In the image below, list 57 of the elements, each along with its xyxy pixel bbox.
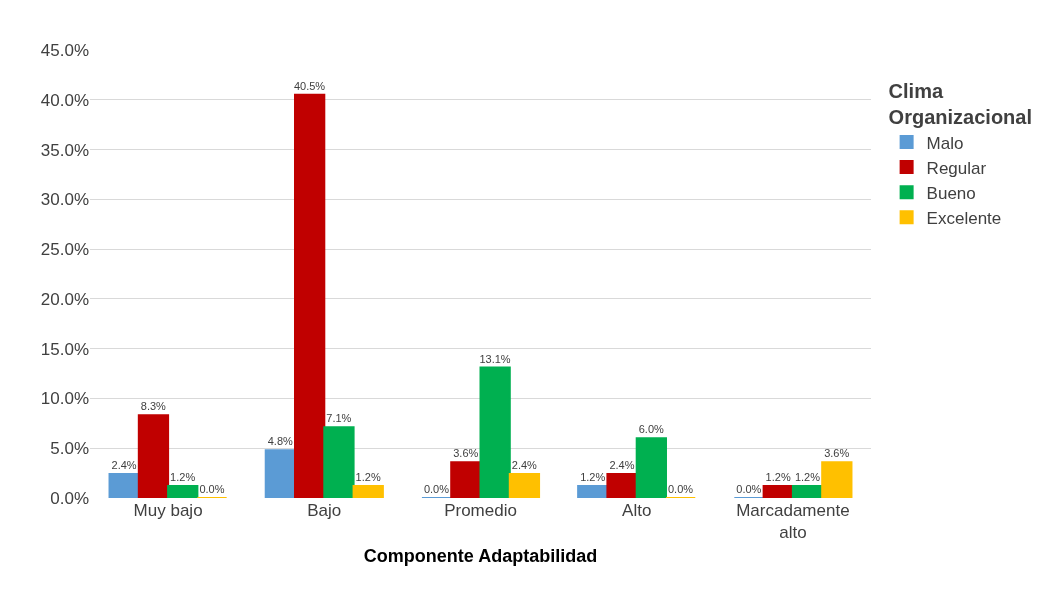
y-tick-label: 30.0% bbox=[40, 190, 89, 210]
x-tick-label: Bajo bbox=[307, 501, 342, 520]
data-label: 1.2% bbox=[765, 471, 791, 484]
data-label: 2.4% bbox=[111, 459, 137, 472]
bar bbox=[791, 485, 824, 498]
bar bbox=[508, 473, 541, 498]
x-tick-label: Alto bbox=[622, 501, 652, 520]
data-label: 2.4% bbox=[511, 459, 538, 472]
data-label: 1.2% bbox=[794, 471, 821, 484]
y-tick-label: 35.0% bbox=[40, 140, 89, 160]
bar bbox=[108, 473, 140, 498]
data-label: 13.1% bbox=[479, 352, 511, 365]
legend-title: Clima Organizacional bbox=[888, 80, 1032, 129]
data-label: 40.5% bbox=[293, 79, 326, 92]
data-label: 3.6% bbox=[453, 447, 479, 460]
x-tick-label: Promedio bbox=[444, 501, 517, 520]
x-axis-title: Componente Adaptabilidad bbox=[363, 546, 598, 566]
bar bbox=[577, 485, 609, 498]
data-label: 7.1% bbox=[326, 412, 352, 425]
data-label: 0.0% bbox=[199, 483, 225, 495]
y-tick-label: 40.0% bbox=[40, 90, 89, 110]
data-label: 0.0% bbox=[423, 483, 450, 495]
data-label: 2.4% bbox=[609, 459, 635, 472]
bar bbox=[635, 437, 667, 498]
data-label: 0.0% bbox=[736, 483, 762, 495]
data-label: 3.6% bbox=[824, 447, 850, 460]
legend-label: Regular bbox=[926, 158, 987, 178]
data-label: 0.0% bbox=[667, 483, 694, 495]
legend-label: Excelente bbox=[926, 208, 1002, 228]
x-tick-label: Muy bajo bbox=[133, 501, 203, 520]
bar bbox=[137, 414, 170, 498]
data-label: 1.2% bbox=[355, 471, 381, 484]
bar bbox=[450, 461, 482, 498]
y-tick-label: 45.0% bbox=[40, 40, 89, 60]
bar bbox=[294, 93, 326, 498]
y-tick-label: 20.0% bbox=[40, 289, 89, 309]
y-tick-label: 15.0% bbox=[40, 339, 89, 359]
data-label: 1.2% bbox=[170, 471, 196, 484]
legend-label: Bueno bbox=[926, 183, 976, 203]
data-label: 6.0% bbox=[638, 423, 664, 436]
data-label: 8.3% bbox=[140, 400, 167, 413]
x-tick-label: Marcadamente alto bbox=[736, 501, 850, 543]
bar bbox=[606, 473, 638, 498]
bar bbox=[479, 366, 511, 498]
bar bbox=[352, 485, 384, 498]
legend-label: Malo bbox=[926, 133, 964, 153]
bar bbox=[264, 449, 297, 498]
bar bbox=[323, 426, 355, 498]
y-tick-label: 0.0% bbox=[50, 488, 89, 508]
data-label: 4.8% bbox=[267, 435, 294, 448]
data-label: 1.2% bbox=[580, 471, 606, 484]
bar bbox=[821, 461, 853, 498]
y-tick-label: 25.0% bbox=[40, 240, 89, 260]
y-tick-label: 10.0% bbox=[40, 389, 89, 409]
y-tick-label: 5.0% bbox=[50, 439, 89, 459]
bar bbox=[167, 485, 199, 498]
bar bbox=[762, 485, 794, 498]
